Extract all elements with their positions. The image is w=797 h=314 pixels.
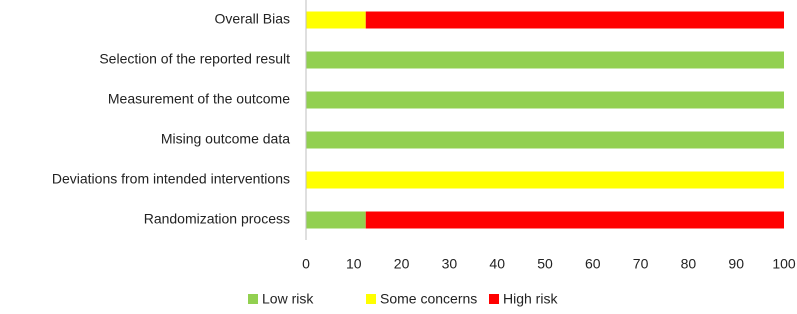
y-tick-label: Measurement of the outcome [108,91,290,107]
y-tick-label: Overall Bias [215,11,290,27]
bar-segment [365,11,784,29]
x-tick-label: 80 [681,256,697,272]
bar-segment [365,211,784,229]
x-tick-label: 10 [346,256,362,272]
legend-label: High risk [503,291,558,307]
bar-segment [306,91,784,109]
legend-swatch [248,294,258,304]
y-tick-label: Mising outcome data [161,131,290,147]
x-tick-label: 100 [772,256,796,272]
x-tick-label: 70 [633,256,649,272]
y-tick-label: Selection of the reported result [99,51,290,67]
y-tick-label: Deviations from intended interventions [52,171,290,187]
x-tick-label: 20 [394,256,410,272]
legend-swatch [366,294,376,304]
legend-swatch [489,294,499,304]
x-tick-label: 90 [728,256,744,272]
x-tick-label: 0 [302,256,310,272]
legend-label: Some concerns [380,291,477,307]
bar-segment [306,51,784,69]
bar-segment [306,211,366,229]
x-tick-label: 40 [489,256,505,272]
bar-segment [306,11,366,29]
legend-label: Low risk [262,291,314,307]
x-tick-label: 50 [537,256,553,272]
y-tick-label: Randomization process [144,211,290,227]
x-tick-label: 30 [442,256,458,272]
x-tick-label: 60 [585,256,601,272]
bar-segment [306,171,784,189]
bar-segment [306,131,784,149]
